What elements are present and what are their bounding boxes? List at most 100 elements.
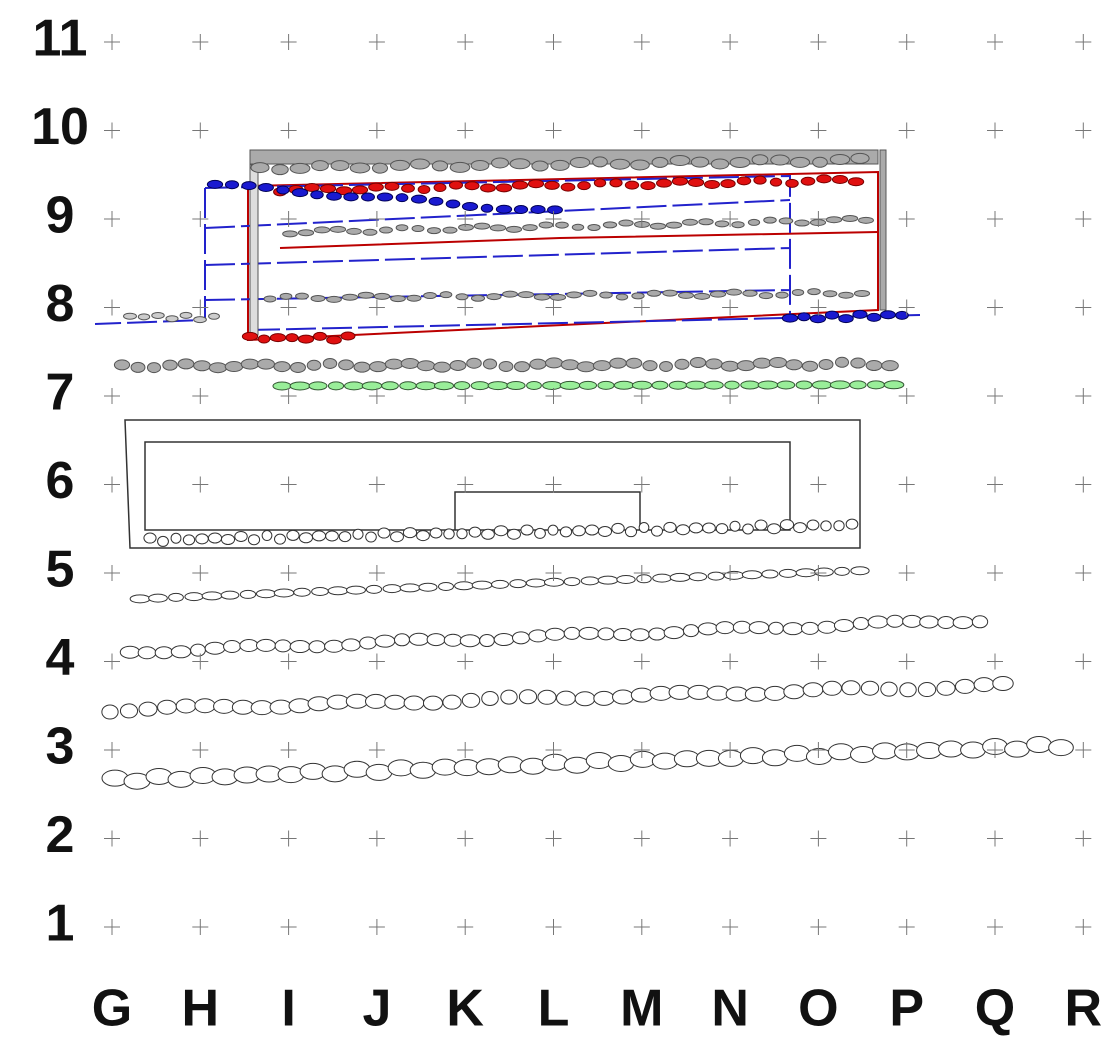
blue-stone (547, 205, 563, 215)
stone (220, 590, 240, 600)
stone (308, 640, 326, 654)
gray-stone (681, 218, 699, 226)
gray-stone (560, 359, 580, 371)
grid-cross (280, 122, 297, 139)
green-stone (308, 381, 328, 391)
green-stone (829, 380, 851, 390)
grid-cross (280, 476, 297, 493)
stone (195, 533, 209, 545)
grid-cross (104, 653, 120, 670)
row-label: 5 (46, 541, 75, 599)
gray-stone (373, 292, 391, 300)
grid-cross (810, 565, 827, 581)
stone (255, 589, 277, 599)
grid-cross (1075, 653, 1092, 670)
stone (409, 761, 437, 779)
stone (493, 633, 515, 647)
gray-stone (151, 311, 165, 319)
red-stone (417, 185, 431, 195)
stone (782, 622, 804, 636)
grid-cross (280, 565, 297, 581)
green-stone (866, 380, 886, 390)
red-stone (335, 186, 353, 196)
stone (194, 698, 216, 714)
blue-stone (824, 310, 840, 320)
stone (393, 633, 411, 647)
red-stone (687, 177, 705, 187)
blue-stone (480, 203, 494, 213)
grid-cross (280, 211, 297, 227)
gray-stone (466, 357, 482, 369)
gray-stone (470, 294, 486, 302)
green-stone (289, 381, 311, 391)
grid-cross (192, 122, 209, 139)
stone (182, 534, 196, 546)
gray-stone (669, 155, 691, 167)
grid-cross (722, 476, 739, 493)
stone (872, 742, 898, 760)
gray-stone (426, 227, 442, 235)
gray-stone (752, 357, 772, 369)
gray-stone (353, 361, 371, 373)
grid-cross (192, 653, 209, 670)
gray-stone (263, 295, 277, 303)
stone (800, 621, 820, 635)
gray-stone (674, 358, 690, 370)
stone (544, 627, 566, 641)
gray-stone (162, 359, 178, 371)
stone (479, 634, 495, 648)
stone (638, 521, 650, 533)
stone (293, 587, 311, 597)
grid-cross (633, 742, 650, 758)
stone (902, 614, 922, 628)
blue-stone (361, 192, 375, 202)
grid-cross (1075, 211, 1092, 227)
grid-cross (368, 122, 385, 139)
green-stone (685, 380, 707, 390)
grid-cross (192, 299, 209, 316)
stone (525, 578, 547, 588)
stone (298, 532, 314, 544)
stone (234, 530, 248, 542)
stone (157, 699, 177, 715)
grid-cross (987, 299, 1003, 316)
stone (213, 698, 235, 714)
grid-cross (368, 211, 385, 227)
gray-stone (250, 162, 270, 174)
grid-cross (810, 299, 827, 316)
grid-cross (545, 565, 562, 581)
stone (500, 689, 518, 705)
red-stone (671, 176, 689, 186)
green-stone (704, 380, 724, 390)
stone (783, 744, 811, 762)
grid-cross (1075, 388, 1092, 404)
green-stone (399, 381, 417, 391)
red-stone (831, 175, 849, 185)
stone (754, 519, 768, 531)
grid-cross (1075, 742, 1092, 758)
stone (559, 526, 573, 538)
gray-stone (693, 292, 711, 300)
blue-stone (852, 309, 868, 319)
red-stone (480, 183, 496, 193)
red-stone (577, 181, 591, 191)
stone (675, 524, 691, 536)
stone (325, 530, 339, 542)
stone (459, 634, 481, 648)
blue-stone (809, 314, 827, 324)
stone (461, 692, 481, 708)
stone (343, 760, 371, 778)
gray-stone (349, 162, 371, 174)
gray-wall (879, 149, 887, 311)
gray-stone (509, 158, 531, 170)
stone (852, 617, 870, 631)
green-stone (776, 380, 796, 390)
stone (630, 628, 650, 642)
grid-cross (722, 742, 739, 758)
stone (663, 521, 677, 533)
green-stone (487, 381, 509, 391)
grid-cross (722, 34, 739, 50)
red-stone (257, 334, 271, 344)
grid-cross (192, 565, 209, 581)
stone (138, 701, 158, 717)
